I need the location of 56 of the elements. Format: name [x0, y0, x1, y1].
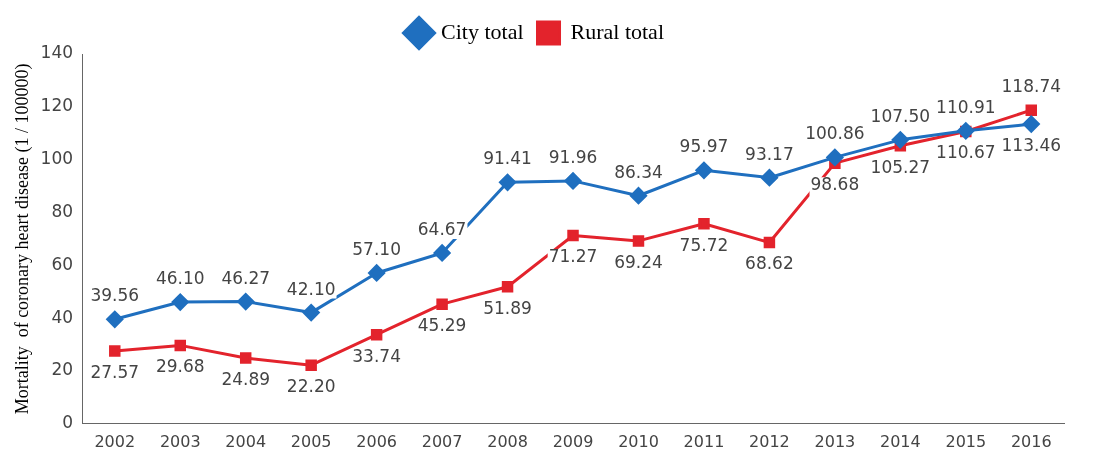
data-label: 57.10	[352, 238, 401, 259]
y-tick-label: 120	[40, 95, 74, 116]
data-label: 86.34	[614, 161, 663, 182]
data-label: 105.27	[870, 156, 931, 177]
data-label: 39.56	[90, 285, 140, 306]
data-label: 118.74	[1001, 76, 1062, 97]
x-tick-label: 2002	[94, 431, 136, 451]
x-tick-label: 2003	[159, 431, 201, 451]
y-tick-label: 20	[51, 359, 74, 380]
x-tick-label: 2012	[749, 431, 790, 451]
data-label: 110.67	[936, 142, 996, 163]
x-tick-label: 2008	[487, 431, 528, 451]
data-label: 46.27	[221, 267, 271, 288]
data-label: 42.10	[286, 278, 336, 299]
y-tick-label: 100	[40, 148, 74, 169]
data-label: 98.68	[810, 174, 860, 195]
data-label: 110.91	[936, 96, 996, 117]
data-label: 29.68	[155, 356, 205, 377]
data-label: 27.57	[90, 361, 140, 382]
data-label: 93.17	[745, 143, 794, 164]
legend-label: Rural total	[570, 18, 664, 44]
data-label: 71.27	[548, 246, 598, 267]
data-label: 107.50	[870, 105, 931, 126]
data-label: 46.10	[155, 267, 205, 288]
data-label: 91.41	[483, 148, 532, 169]
data-label: 68.62	[745, 253, 794, 274]
data-label: 69.24	[614, 251, 663, 272]
y-axis-title: Mortality of coronary heart disease (1 / 100000)	[11, 63, 33, 415]
x-tick-label: 2013	[814, 431, 856, 451]
x-tick-label: 2014	[879, 431, 921, 451]
y-tick-label: 140	[40, 42, 74, 63]
x-tick-label: 2015	[945, 431, 987, 451]
y-tick-label: 60	[51, 253, 74, 274]
legend-label: City total	[441, 18, 524, 44]
x-tick-label: 2010	[618, 431, 659, 451]
data-label: 91.96	[548, 146, 598, 167]
x-tick-label: 2009	[552, 431, 594, 451]
x-tick-label: 2005	[290, 431, 332, 451]
data-label: 24.89	[221, 368, 271, 389]
y-tick-label: 0	[62, 412, 74, 433]
data-label: 95.97	[679, 136, 729, 157]
data-label: 75.72	[679, 234, 729, 255]
x-tick-label: 2006	[356, 431, 397, 451]
y-tick-label: 80	[51, 200, 74, 221]
x-tick-label: 2016	[1010, 431, 1052, 451]
data-label: 33.74	[352, 345, 401, 366]
data-label: 51.89	[483, 297, 532, 318]
data-label: 100.86	[805, 123, 865, 144]
data-label: 45.29	[417, 315, 467, 336]
y-tick-label: 40	[51, 306, 74, 327]
data-label: 64.67	[417, 218, 467, 239]
x-tick-label: 2007	[421, 431, 463, 451]
x-tick-label: 2004	[225, 431, 267, 451]
data-label: 22.20	[286, 376, 336, 397]
x-tick-label: 2011	[683, 431, 725, 451]
data-label: 113.46	[1001, 135, 1062, 156]
